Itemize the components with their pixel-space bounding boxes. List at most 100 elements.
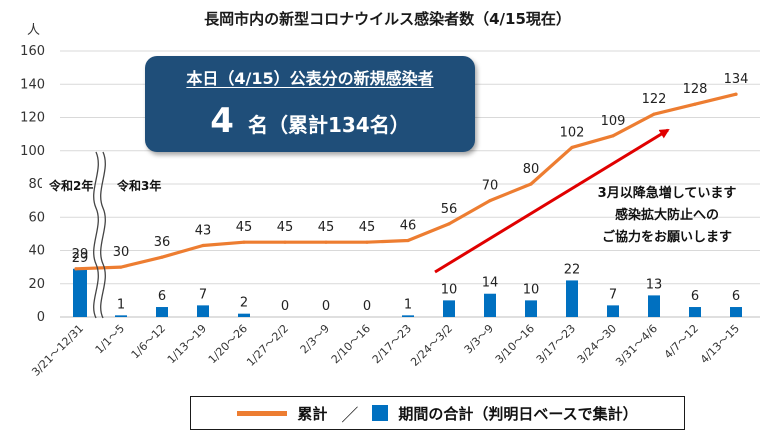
legend-bar-swatch [372,405,389,421]
line-point [242,240,246,244]
bar-data-label: 14 [482,276,499,291]
bar [443,300,455,317]
callout-cumulative: 名（累計134名） [247,113,410,137]
x-tick-label: 2/10～16 [329,322,373,366]
bar-data-label: 6 [691,289,699,304]
line-point [734,92,738,96]
line-data-label: 45 [318,220,335,235]
bar-data-label: 7 [609,287,617,302]
line-point [201,243,205,248]
x-tick-label: 1/6～12 [129,322,168,361]
line-point [529,182,533,186]
line-data-label: 46 [400,219,417,234]
line-data-label: 43 [195,224,212,239]
bar-data-label: 6 [732,289,740,304]
line-data-label: 109 [601,114,626,129]
line-point [160,255,164,259]
bar-data-label: 29 [72,251,89,266]
legend-bar-label: 期間の合計（判明日ベースで集計） [398,404,638,423]
callout-main: 4 名（累計134名） [145,101,475,141]
bar-data-label: 6 [158,289,166,304]
bar [238,313,250,317]
year-break-line-right [100,151,106,319]
y-tick-label: 160 [20,44,45,59]
y-axis-ticks: 0 20 40 60 80 100 120 140 160 [20,44,45,325]
x-tick-label: 1/27～2/2 [244,322,291,369]
y-tick-label: 20 [28,277,45,292]
legend-line-label: 累計 [297,404,328,423]
bar-data-labels: 29 1 6 7 2 0 0 0 1 10 14 10 22 7 13 6 6 [72,251,740,314]
line-data-label: 56 [441,202,458,217]
line-series [74,92,738,271]
bar-data-label: 7 [199,287,207,302]
line-point [365,240,369,244]
line-point [283,240,287,244]
bar [402,315,414,317]
legend-separator: ／ [341,405,359,426]
bar-data-label: 0 [281,299,289,314]
line-point [406,238,410,243]
year-break [93,151,106,319]
line-point [611,134,615,138]
line-point [447,222,451,226]
y-tick-label: 80 [28,177,45,192]
line-point [74,267,78,271]
line-data-label: 70 [482,179,499,194]
bar [730,307,742,317]
bar-data-label: 13 [646,277,663,292]
era-label-reiwa2: 令和2年 [48,178,93,193]
bar-data-label: 1 [117,297,125,312]
line-data-label: 128 [683,82,708,97]
line-data-label: 45 [277,220,294,235]
bar-data-label: 22 [564,262,581,277]
line-point [488,199,492,203]
line-data-labels: 29 30 36 43 45 45 45 45 46 56 70 80 102 109 122 128 134 [72,72,749,262]
x-axis-ticks: 3/21～12/31 1/1～5 1/6～121/13～191/20～261/27～… [29,322,742,379]
line-data-label: 29 [72,247,89,262]
x-tick-label: 3/21～12/31 [29,322,86,379]
line-data-label: 80 [523,162,540,177]
x-tick-label: 3/17～23 [534,322,578,366]
note-line-1: 3月以降急増しています [597,186,737,201]
bar [525,300,537,317]
legend-line-swatch [237,410,288,416]
line-data-label: 45 [359,220,376,235]
y-axis-unit: 人 [27,23,40,38]
x-tick-label: 1/1～5 [93,322,127,356]
x-tick-label: 2/24～3/2 [408,322,455,369]
year-break-line-left [93,151,99,319]
bar [607,305,619,317]
today-callout-box: 本日（4/15）公表分の新規感染者 4 名（累計134名） [145,56,475,152]
bar-data-label: 1 [404,297,412,312]
x-tick-label: 2/3～9 [298,322,332,356]
bar [156,307,168,317]
bar-data-label: 10 [441,282,458,297]
bar-data-label: 0 [363,299,371,314]
era-label-reiwa3: 令和3年 [116,178,161,193]
line-data-label: 36 [154,235,171,250]
line-data-label: 122 [642,92,667,107]
trend-arrow [434,128,670,274]
bar-data-label: 0 [322,299,330,314]
y-tick-label: 140 [20,77,45,92]
x-tick-label: 4/7～12 [662,322,701,361]
bar-data-label: 2 [240,296,248,311]
y-tick-label: 120 [20,111,45,126]
bar [73,268,87,317]
x-tick-label: 3/3～9 [462,322,496,356]
note-line-3: ご協力をお願いします [601,230,732,245]
x-tick-label: 1/13～19 [165,322,209,366]
line-point [119,265,123,269]
callout-new-count: 4 [210,101,234,141]
bar [689,307,701,317]
y-tick-label: 100 [20,144,45,159]
line-data-label: 134 [724,72,749,87]
bar [484,293,496,317]
bar-series [73,268,742,317]
line-data-label: 30 [113,245,130,260]
line-data-label: 45 [236,220,253,235]
line-point [324,240,328,244]
line-point [570,145,574,150]
bar [566,280,578,317]
